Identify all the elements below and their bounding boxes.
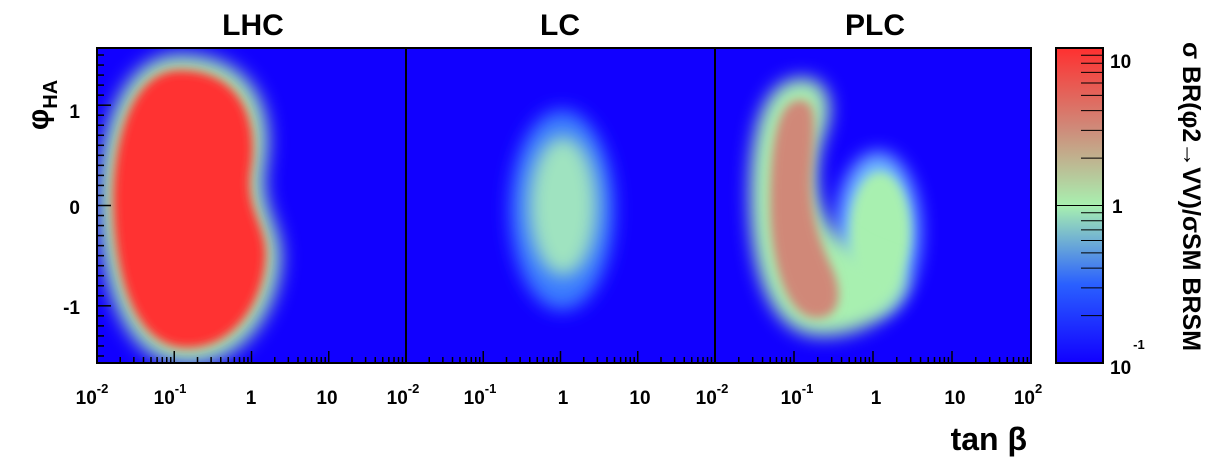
x-tick-label: 1 — [558, 388, 569, 409]
x-tick-label: 10-1 — [154, 381, 187, 409]
y-tick-label: 1 — [69, 102, 80, 123]
y-tick-label: 0 — [69, 198, 80, 219]
x-tick-label: 102 — [1014, 381, 1042, 409]
colorbar-title: σ BR(φ2→VV)/σSM BRSM — [1177, 42, 1205, 351]
colorbar-label-bottom: 10-1 — [1110, 337, 1145, 379]
lc-heat-region — [510, 110, 614, 310]
x-tick-label: 10-2 — [387, 381, 420, 409]
y-tick-label: -1 — [63, 298, 80, 319]
panel-title-lhc: LHC — [222, 9, 284, 42]
panel-title-plc: PLC — [845, 9, 905, 42]
x-tick-label: 10 — [629, 388, 650, 409]
colorbar-label-top: 10 — [1110, 52, 1131, 73]
svg-text:σ BR(φ2→VV)/σSM BRSM: σ BR(φ2→VV)/σSM BRSM — [1177, 42, 1205, 351]
x-tick-label: 10-2 — [696, 381, 729, 409]
x-tick-labels-panel-lc: 10-2 10-1 1 10 — [387, 381, 651, 409]
y-axis-title: φHA — [22, 80, 62, 130]
x-tick-label: 10-2 — [76, 381, 109, 409]
x-tick-label: 10 — [944, 388, 965, 409]
x-tick-labels-panel-plc: 10-2 10-1 1 10 102 — [696, 381, 1043, 409]
x-tick-label: 1 — [246, 388, 257, 409]
x-tick-label: 10-1 — [781, 381, 814, 409]
plc-heat-region — [749, 77, 920, 337]
colorbar-ticks — [1056, 54, 1103, 364]
x-tick-label: 10-1 — [464, 381, 497, 409]
panel-title-lc: LC — [540, 9, 580, 42]
lhc-heat-region — [98, 54, 281, 363]
y-axis-sub: HA — [40, 80, 62, 109]
colorbar-label-mid: 1 — [1112, 197, 1123, 218]
x-tick-label: 1 — [871, 388, 882, 409]
x-tick-label: 10 — [316, 388, 337, 409]
axis-ticks — [96, 54, 1029, 363]
x-axis-title: tan β — [951, 421, 1027, 457]
svg-text:φHA: φHA — [22, 80, 62, 130]
x-tick-labels-panel-lhc: 10-2 10-1 1 10 — [76, 381, 338, 409]
y-axis-main: φ — [22, 109, 55, 130]
